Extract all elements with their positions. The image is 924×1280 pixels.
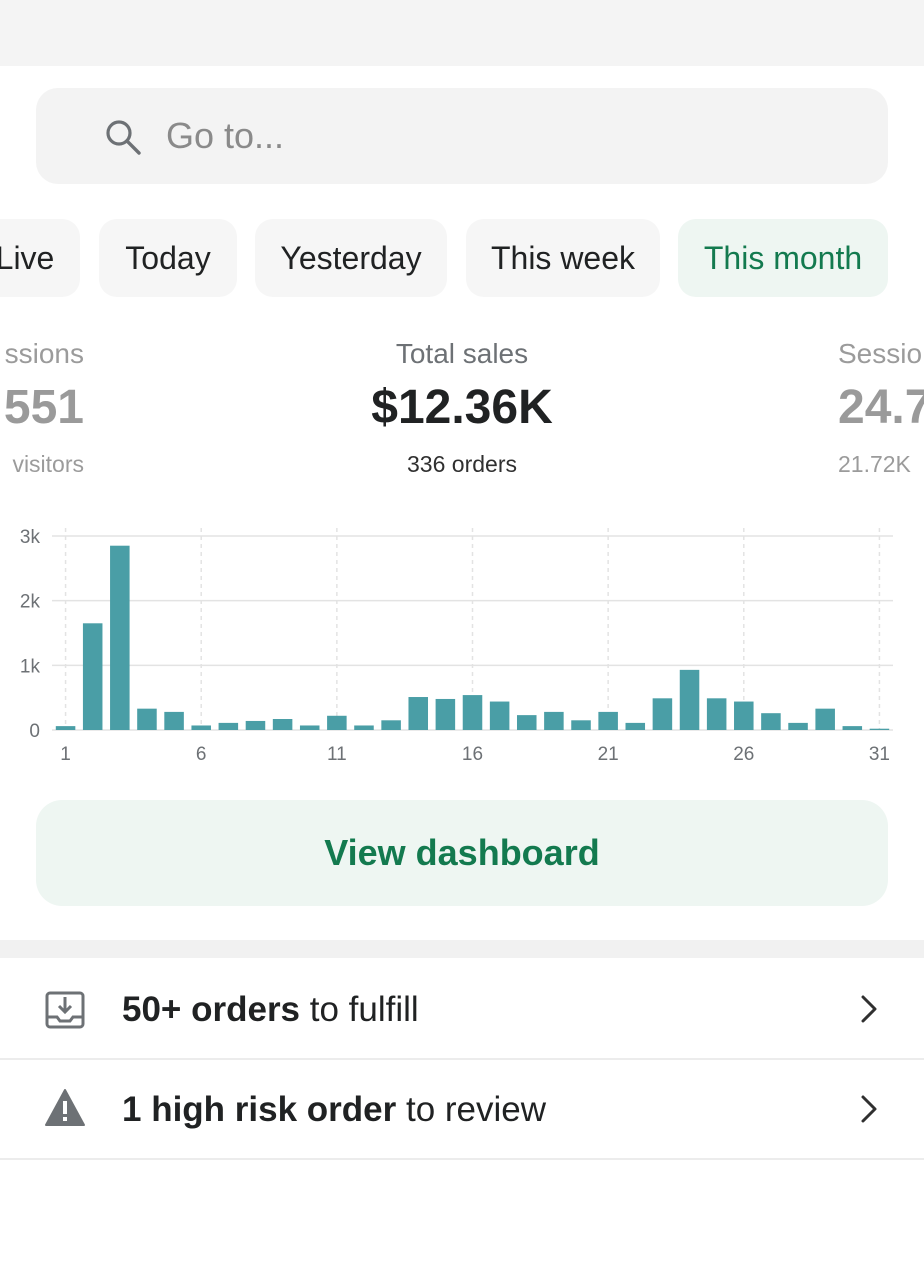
chevron-right-icon <box>861 995 877 1023</box>
chart-bar <box>408 697 429 730</box>
chart-bar <box>571 720 591 730</box>
search-bar[interactable] <box>36 88 888 184</box>
task-rest-text: to review <box>396 1090 547 1129</box>
x-tick-label: 11 <box>327 744 347 765</box>
stat-value: $12.36K <box>371 381 553 434</box>
tab-live[interactable]: Live <box>0 219 80 297</box>
stat-sub: 21.72K <box>838 451 911 477</box>
x-tick-label: 6 <box>196 744 207 765</box>
x-tick-label: 31 <box>869 744 890 765</box>
task-text: 1 high risk order to review <box>122 1090 546 1130</box>
y-tick-label: 0 <box>29 721 40 742</box>
y-tick-label: 3k <box>20 527 41 548</box>
stat-total-sales: Total sales $12.36K 336 orders <box>312 338 612 478</box>
chart-bar <box>245 720 266 730</box>
chart-bar <box>191 725 211 730</box>
task-high-risk-order[interactable]: 1 high risk order to review <box>0 1060 924 1160</box>
chart-bar <box>544 711 564 730</box>
task-text: 50+ orders to fulfill <box>122 990 419 1030</box>
stat-value: 24.7 <box>838 381 924 434</box>
x-tick-label: 21 <box>598 744 619 765</box>
stat-label: Sessio <box>838 338 923 369</box>
stat-sub: visitors <box>12 451 84 477</box>
chart-bar <box>869 728 890 730</box>
chart-bar <box>842 726 863 730</box>
y-tick-label: 1k <box>20 656 41 677</box>
y-tick-label: 2k <box>20 592 41 613</box>
chart-bar <box>679 669 700 730</box>
tab-this-week[interactable]: This week <box>466 219 660 297</box>
tab-this-month[interactable]: This month <box>678 219 888 297</box>
stat-value: 551 <box>3 381 84 434</box>
chart-bar <box>110 545 130 730</box>
chevron-right-icon <box>861 1095 877 1123</box>
chart-bar <box>82 623 103 730</box>
tab-yesterday[interactable]: Yesterday <box>255 219 447 297</box>
chart-bar <box>435 698 456 730</box>
stat-label: ssions <box>4 338 84 369</box>
stat-sessions-prev: ssions 551 visitors <box>4 338 84 478</box>
chart-bar <box>761 713 781 730</box>
tab-today[interactable]: Today <box>99 219 237 297</box>
stat-sub: 336 orders <box>407 451 517 477</box>
x-tick-label: 16 <box>462 744 483 765</box>
stat-label: Total sales <box>395 338 529 369</box>
view-dashboard-button[interactable]: View dashboard <box>36 800 888 906</box>
chart-bar <box>815 708 835 730</box>
status-area <box>0 0 924 66</box>
section-divider <box>0 940 924 958</box>
chart-bar <box>354 725 374 730</box>
chart-bar <box>734 701 754 730</box>
chart-bar <box>625 722 646 730</box>
chart-bar <box>652 698 673 730</box>
task-rest-text: to fulfill <box>300 990 419 1029</box>
chart-bar <box>272 719 293 730</box>
search-input[interactable] <box>166 110 766 162</box>
x-tick-label: 26 <box>733 744 754 765</box>
search-icon <box>106 120 141 155</box>
x-tick-label: 1 <box>60 744 71 765</box>
chart-bar <box>462 695 483 730</box>
date-range-tabs: Live Today Yesterday This week This mont… <box>0 219 924 297</box>
chart-bar <box>327 715 347 730</box>
chart-bar <box>55 726 76 730</box>
stat-sessions-next: Sessio 24.7 21.72K <box>838 338 924 478</box>
chart-bar <box>164 711 184 730</box>
warning-icon <box>45 1089 85 1126</box>
chart-bar <box>137 708 157 730</box>
task-bold-text: 50+ orders <box>122 990 301 1029</box>
task-bold-text: 1 high risk order <box>122 1090 397 1129</box>
chart-bar <box>706 698 727 730</box>
chart-bar <box>598 711 618 730</box>
chart-bar <box>299 725 320 730</box>
metrics-carousel[interactable]: ssions 551 visitors Total sales $12.36K … <box>0 330 924 490</box>
chart-bar <box>381 720 401 730</box>
chart-bar <box>788 722 808 730</box>
inbox-download-icon <box>45 991 85 1029</box>
task-orders-to-fulfill[interactable]: 50+ orders to fulfill <box>0 960 924 1060</box>
chart-bar <box>489 701 510 730</box>
chart-bar <box>516 715 537 730</box>
chart-bar <box>218 722 239 730</box>
